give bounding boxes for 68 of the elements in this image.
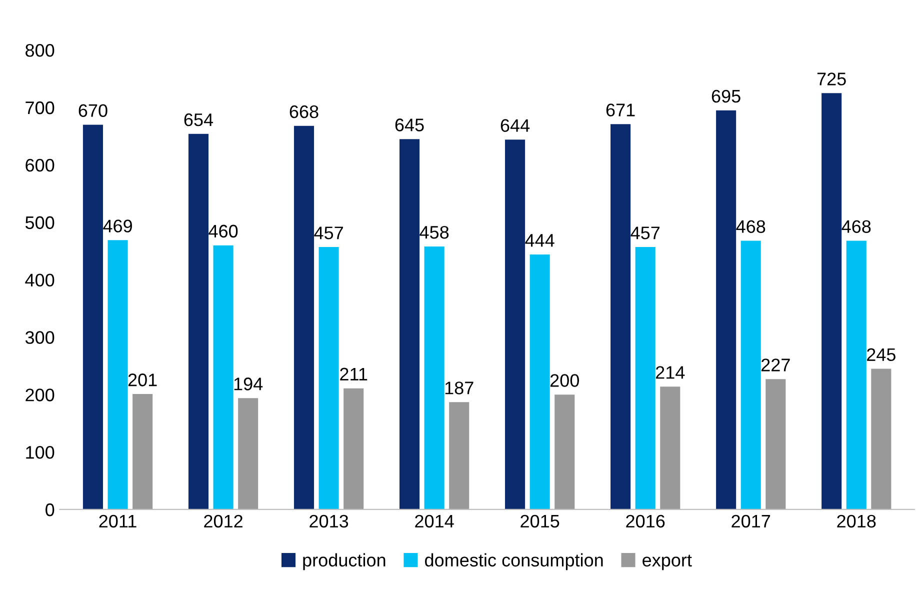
data-label: 645 xyxy=(395,118,424,132)
y-tick-label: 700 xyxy=(26,101,54,114)
data-label: 695 xyxy=(712,90,740,103)
y-tick-label: 100 xyxy=(26,446,54,459)
legend-label: export xyxy=(642,554,692,570)
y-tick-label: 400 xyxy=(25,274,54,286)
bar xyxy=(822,93,842,510)
legend-label: domestic consumption xyxy=(425,553,603,570)
y-tick-label: 200 xyxy=(26,388,54,402)
data-label: 187 xyxy=(445,382,474,394)
data-label: 458 xyxy=(420,226,449,239)
y-tick-label: 800 xyxy=(26,44,54,57)
x-tick-label: 2016 xyxy=(626,514,665,528)
y-tick-label: 0 xyxy=(46,503,54,516)
bar xyxy=(318,247,339,510)
bar xyxy=(344,388,364,510)
data-label: 200 xyxy=(550,374,579,387)
data-label: 457 xyxy=(630,226,660,240)
bar xyxy=(108,240,128,510)
bar xyxy=(871,368,892,510)
bar xyxy=(740,240,761,510)
bar xyxy=(505,140,526,510)
bar xyxy=(716,110,736,510)
data-label: 671 xyxy=(606,104,635,116)
data-label: 194 xyxy=(234,378,263,390)
data-label: 468 xyxy=(736,220,766,233)
data-label: 201 xyxy=(128,374,157,386)
y-tick-label: 300 xyxy=(25,331,54,344)
x-tick-label: 2015 xyxy=(520,514,560,528)
bar xyxy=(530,254,550,510)
data-label: 227 xyxy=(762,358,790,372)
y-tick-label: 500 xyxy=(25,216,54,230)
bar xyxy=(610,124,631,510)
x-tick-label: 2014 xyxy=(415,514,454,528)
bar xyxy=(766,379,786,510)
y-tick-label: 600 xyxy=(26,158,54,172)
x-tick-label: 2011 xyxy=(99,514,136,528)
bar xyxy=(554,394,575,510)
x-tick-label: 2013 xyxy=(310,514,348,528)
bar xyxy=(294,126,314,510)
x-tick-label: 2018 xyxy=(837,514,876,528)
data-label: 668 xyxy=(290,105,318,118)
legend-label: production xyxy=(303,553,386,570)
data-label: 457 xyxy=(314,226,343,240)
bar xyxy=(188,134,209,510)
bar xyxy=(660,386,680,510)
bar xyxy=(82,124,103,510)
data-label: 460 xyxy=(208,224,238,238)
bar xyxy=(449,402,470,510)
data-label: 644 xyxy=(500,119,530,132)
data-label: 670 xyxy=(78,104,108,117)
data-label: 469 xyxy=(103,220,132,232)
data-label: 654 xyxy=(184,113,214,126)
x-tick-label: 2017 xyxy=(732,514,770,528)
bar xyxy=(132,394,153,510)
data-label: 444 xyxy=(525,234,554,247)
bar xyxy=(424,246,444,510)
data-label: 245 xyxy=(867,348,896,362)
bar xyxy=(846,240,866,510)
x-tick-label: 2012 xyxy=(204,514,242,528)
data-label: 725 xyxy=(817,72,846,86)
data-label: 468 xyxy=(842,220,871,233)
bar xyxy=(213,245,234,510)
data-label: 211 xyxy=(340,368,368,380)
bar xyxy=(635,247,656,510)
data-label: 214 xyxy=(656,366,685,379)
bar xyxy=(399,139,420,510)
bar xyxy=(238,398,258,510)
